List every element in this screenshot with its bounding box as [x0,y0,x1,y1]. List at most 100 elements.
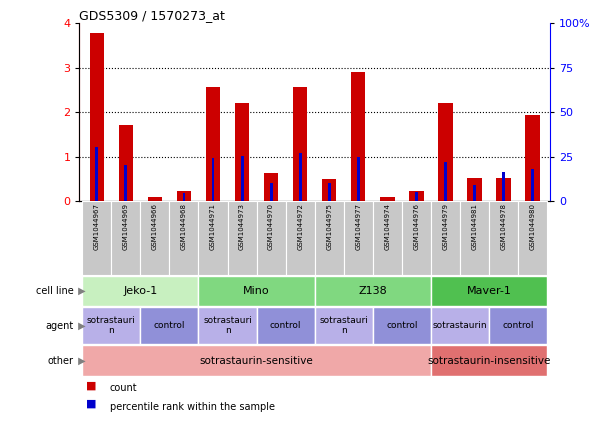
Bar [90,33,104,201]
Text: sotrastaurin-insensitive: sotrastaurin-insensitive [427,356,551,365]
Bar [525,115,540,201]
Bar [206,87,221,201]
Bar [444,162,447,201]
Bar [257,308,315,344]
Bar [438,103,453,201]
Bar [199,201,227,275]
Text: count: count [110,383,137,393]
Bar [315,308,373,344]
Bar [322,179,337,201]
Bar [211,158,214,201]
Bar [199,276,315,306]
Text: control: control [386,321,417,330]
Bar [315,201,344,275]
Bar [148,198,162,201]
Text: ■: ■ [86,399,96,409]
Bar [95,147,98,201]
Text: sotrastauri
n: sotrastauri n [320,316,368,335]
Text: Mino: Mino [243,286,270,296]
Bar [293,87,307,201]
Bar [235,103,249,201]
Bar [264,173,279,201]
Text: Z138: Z138 [359,286,387,296]
Text: sotrastauri
n: sotrastauri n [87,316,136,335]
Text: GSM1044981: GSM1044981 [472,203,477,250]
Bar [177,191,191,201]
Text: GSM1044969: GSM1044969 [123,203,129,250]
Text: agent: agent [45,321,73,331]
Bar [169,201,199,275]
Text: GSM1044968: GSM1044968 [181,203,187,250]
Text: ▶: ▶ [75,356,85,365]
Bar [141,308,199,344]
Bar [351,72,365,201]
Bar [315,276,431,306]
Bar [82,345,431,376]
Text: GSM1044971: GSM1044971 [210,203,216,250]
Bar [473,185,476,201]
Text: GSM1044979: GSM1044979 [442,203,448,250]
Bar [227,201,257,275]
Text: control: control [270,321,301,330]
Bar [431,308,489,344]
Bar [402,201,431,275]
Text: GSM1044974: GSM1044974 [384,203,390,250]
Bar [531,168,534,201]
Bar [489,308,547,344]
Bar [82,201,111,275]
Text: GSM1044972: GSM1044972 [297,203,303,250]
Bar [502,172,505,201]
Bar [357,157,360,201]
Bar [82,276,199,306]
Text: GSM1044970: GSM1044970 [268,203,274,250]
Text: control: control [154,321,185,330]
Bar [82,308,141,344]
Bar [373,201,402,275]
Text: GSM1044967: GSM1044967 [94,203,100,250]
Text: other: other [47,356,73,365]
Bar [257,201,285,275]
Text: Jeko-1: Jeko-1 [123,286,158,296]
Bar [467,178,481,201]
Bar [141,201,169,275]
Bar [119,124,133,201]
Bar [496,178,511,201]
Bar [327,183,331,201]
Bar [299,154,302,201]
Text: ■: ■ [86,380,96,390]
Text: percentile rank within the sample: percentile rank within the sample [110,402,275,412]
Text: GSM1044978: GSM1044978 [500,203,507,250]
Bar [269,183,273,201]
Bar [489,201,518,275]
Bar [373,308,431,344]
Text: ▶: ▶ [75,321,85,331]
Text: control: control [502,321,533,330]
Bar [199,308,257,344]
Bar [431,276,547,306]
Text: ▶: ▶ [75,286,85,296]
Text: sotrastaurin-sensitive: sotrastaurin-sensitive [200,356,313,365]
Bar [125,165,127,201]
Bar [409,191,423,201]
Text: GSM1044980: GSM1044980 [530,203,535,250]
Bar [415,192,418,201]
Text: GSM1044973: GSM1044973 [239,203,245,250]
Bar [285,201,315,275]
Text: GSM1044977: GSM1044977 [355,203,361,250]
Text: cell line: cell line [35,286,73,296]
Text: sotrastaurin: sotrastaurin [433,321,487,330]
Bar [431,345,547,376]
Bar [518,201,547,275]
Text: GSM1044966: GSM1044966 [152,203,158,250]
Text: GSM1044975: GSM1044975 [326,203,332,250]
Bar [241,156,244,201]
Bar [431,201,460,275]
Text: sotrastauri
n: sotrastauri n [203,316,252,335]
Bar [183,193,185,201]
Text: GDS5309 / 1570273_at: GDS5309 / 1570273_at [79,9,225,22]
Bar [460,201,489,275]
Bar [111,201,141,275]
Bar [380,198,395,201]
Bar [344,201,373,275]
Text: Maver-1: Maver-1 [466,286,511,296]
